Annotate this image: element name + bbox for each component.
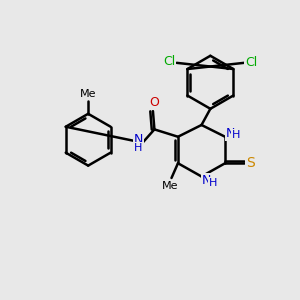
Text: H: H [208,178,217,188]
Text: Me: Me [162,181,178,191]
Text: H: H [232,130,241,140]
Text: N: N [226,127,235,140]
Text: Cl: Cl [163,55,175,68]
Text: O: O [149,96,159,110]
Text: S: S [246,156,255,170]
Text: Cl: Cl [245,56,258,69]
Text: H: H [134,143,142,153]
Text: Me: Me [80,89,96,99]
Text: N: N [134,133,143,146]
Text: N: N [202,173,212,187]
